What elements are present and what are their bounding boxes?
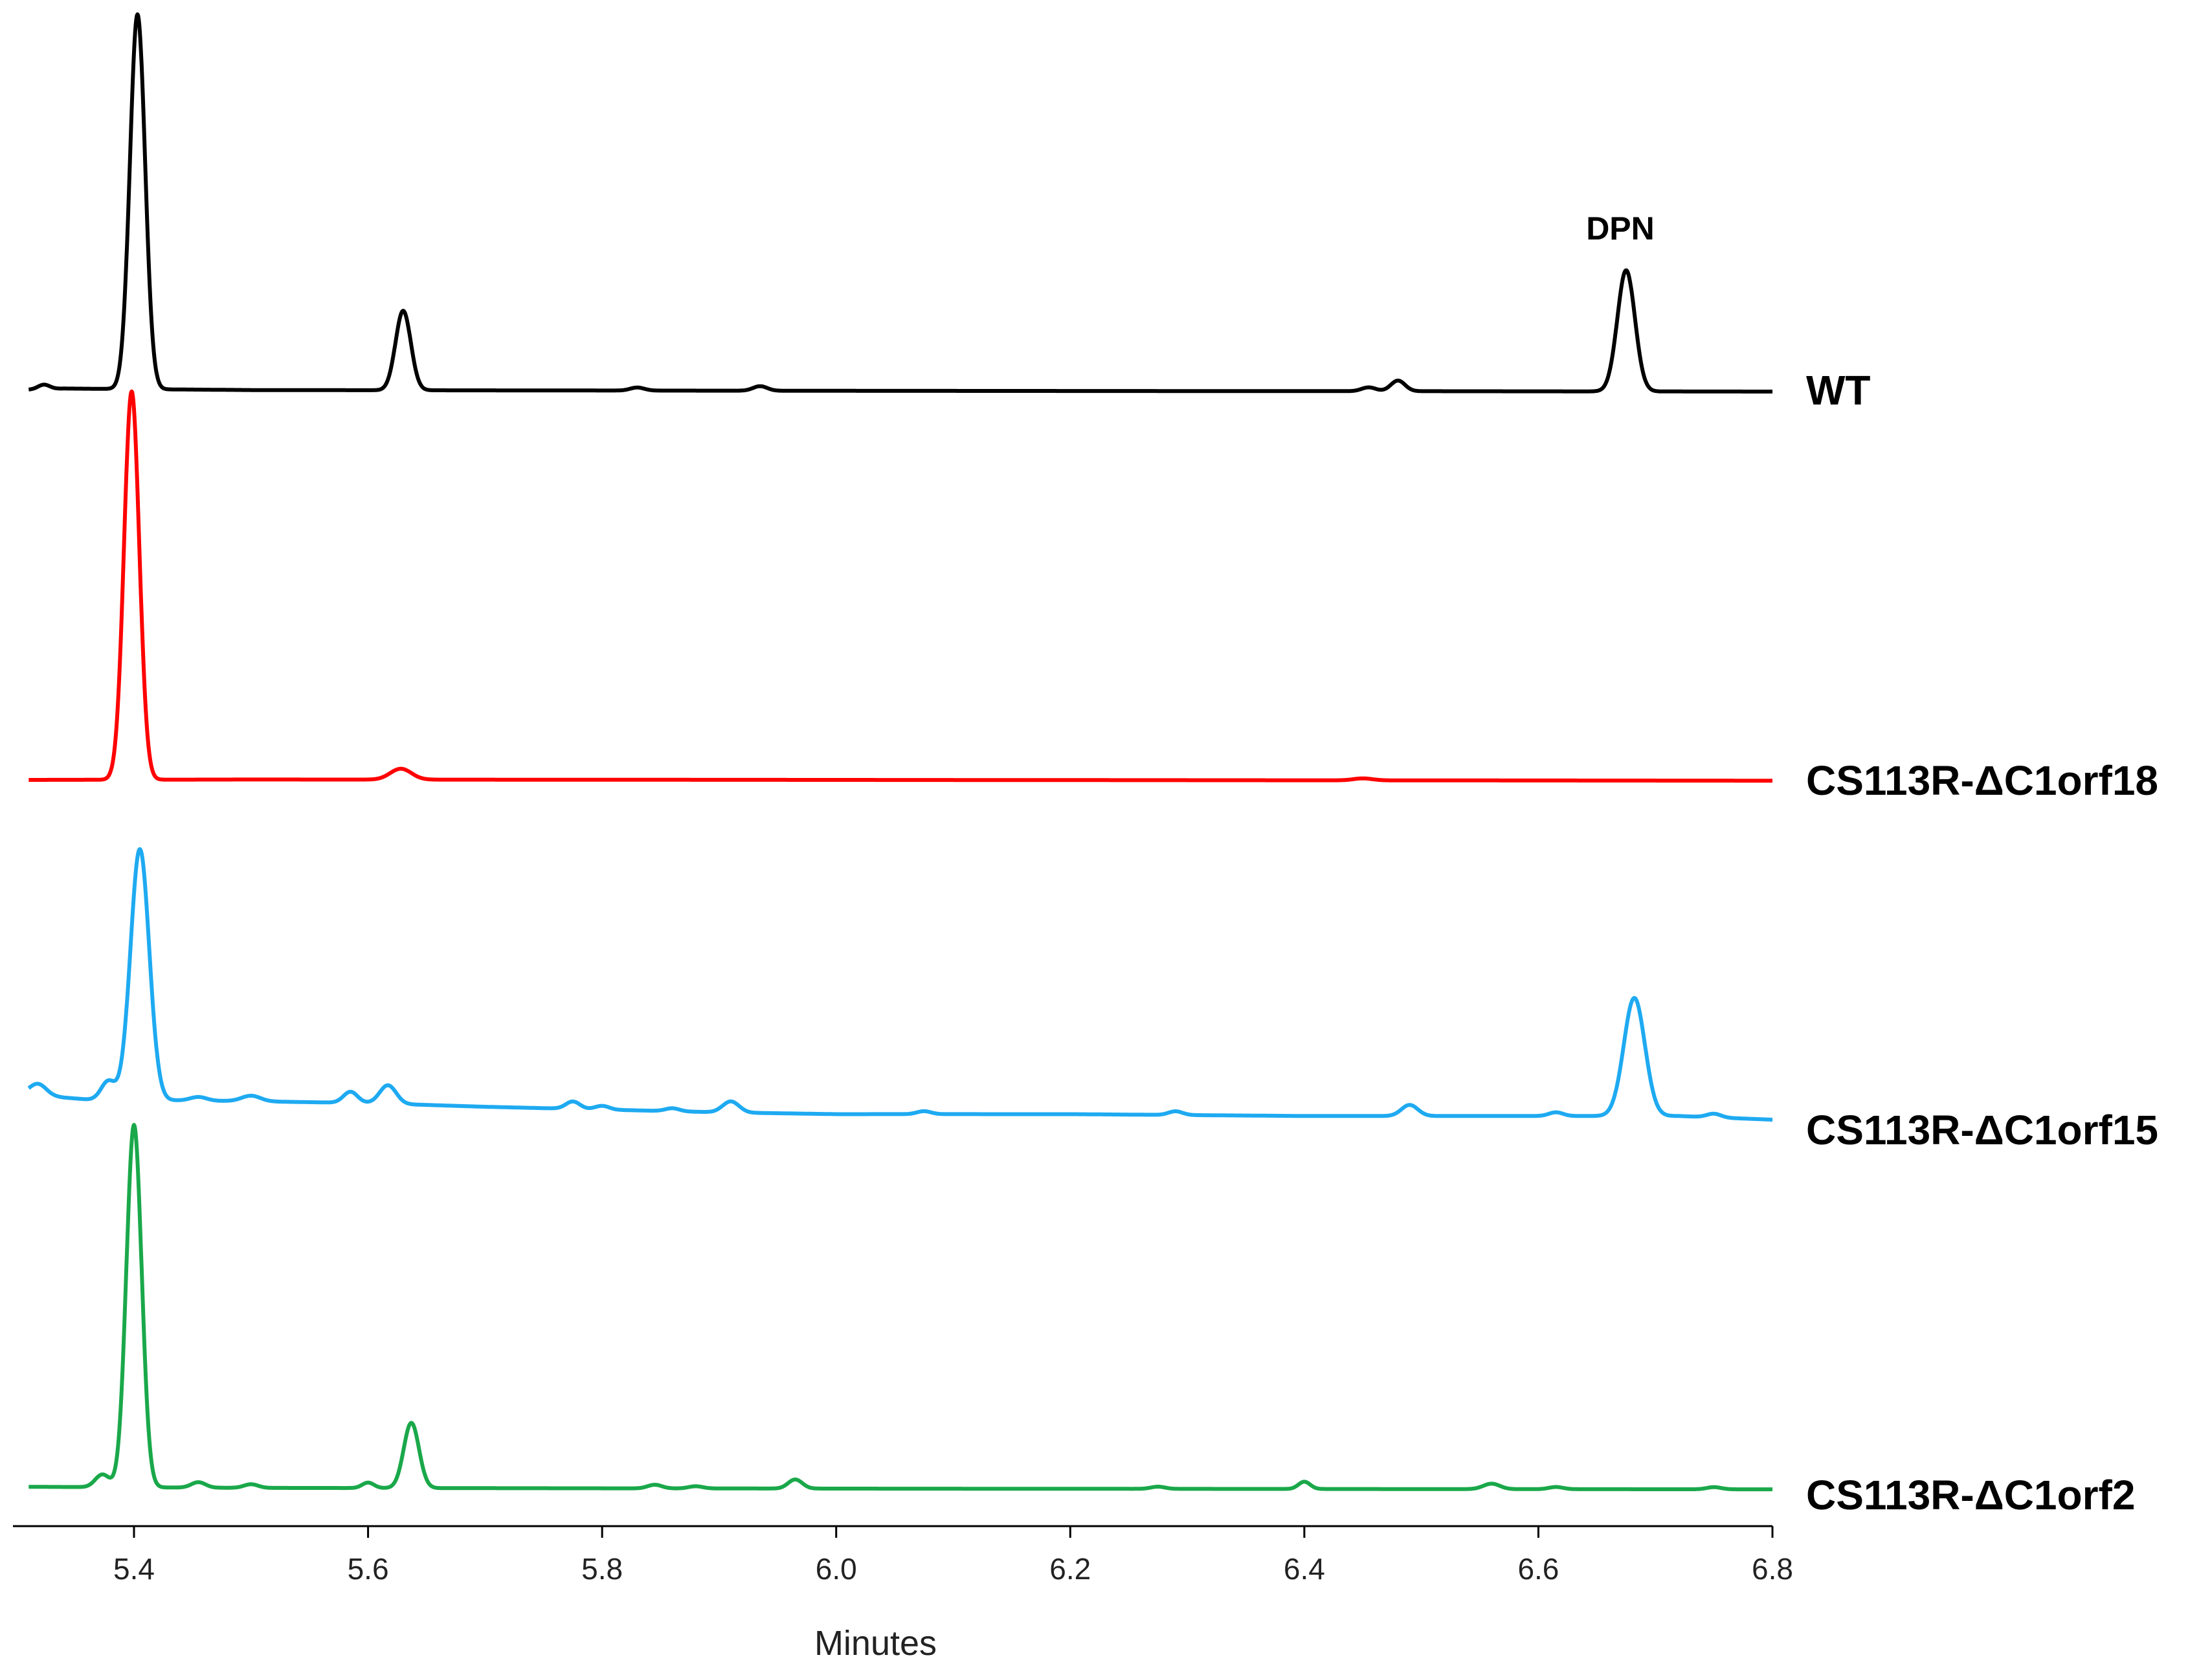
trace-3 (27, 847, 1774, 1122)
series-label-3: CS113R-ΔC1orf15 (1806, 1107, 2158, 1153)
x-tick-label: 6.2 (1049, 1552, 1091, 1586)
x-tick-label: 6.6 (1517, 1552, 1559, 1586)
x-tick-label: 6.4 (1284, 1552, 1325, 1586)
annotations: DPN (1586, 210, 1655, 247)
x-tick-label: 5.8 (581, 1552, 623, 1586)
series-label-1: WT (1806, 367, 1871, 414)
x-axis: 5.4 5.6 5.8 6.0 6.2 6.4 6.6 6.8 Minutes (13, 1525, 1793, 1663)
x-tick-label: 6.8 (1752, 1552, 1793, 1586)
x-tick-label: 5.6 (348, 1552, 389, 1586)
series-label-2: CS113R-ΔC1orf18 (1806, 757, 2158, 804)
series-label-4: CS113R-ΔC1orf2 (1806, 1472, 2135, 1518)
trace-2 (27, 389, 1774, 783)
annotation-1: DPN (1586, 210, 1655, 247)
x-axis-title: Minutes (814, 1624, 937, 1663)
x-tick-label: 5.4 (113, 1552, 155, 1586)
traces (27, 12, 1774, 1492)
x-tick-label: 6.0 (816, 1552, 857, 1586)
x-ticks: 5.4 5.6 5.8 6.0 6.2 6.4 6.6 6.8 (113, 1526, 1793, 1586)
series-labels: WT CS113R-ΔC1orf18 CS113R-ΔC1orf15 CS113R-Δ… (1806, 367, 2158, 1518)
trace-4 (27, 1123, 1774, 1492)
trace-1 (27, 12, 1774, 394)
